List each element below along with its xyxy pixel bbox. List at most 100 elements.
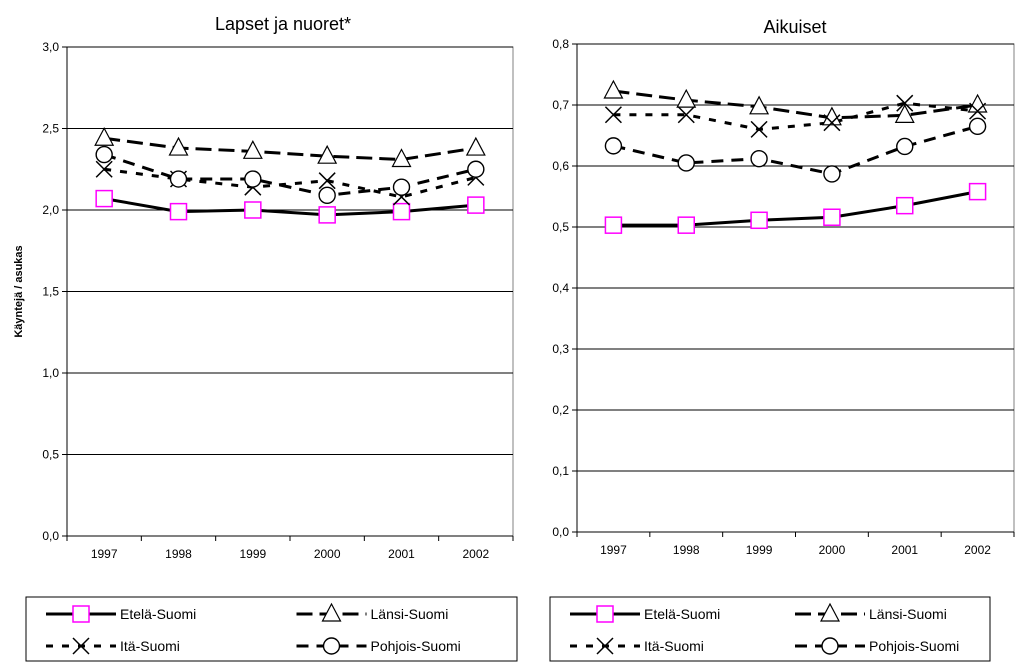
y-axis-label: Käyntejä / asukas <box>13 245 25 337</box>
series-4-point <box>318 186 336 205</box>
series-4-point <box>823 165 841 183</box>
series-1-point <box>823 208 841 226</box>
series-1-point <box>467 196 485 214</box>
series-line-1 <box>613 190 978 227</box>
x-tick-label: 2000 <box>314 547 341 561</box>
legend: Etelä-Suomi Länsi-Suomi Itä-Suomi Pohjois-S… <box>25 596 518 662</box>
legend-marker <box>72 605 90 623</box>
legend-box <box>25 596 518 662</box>
series-2-point <box>821 106 842 126</box>
x-tick-label: 1997 <box>600 543 627 557</box>
legend-label: Länsi-Suomi <box>371 606 449 622</box>
series-1-point <box>677 216 695 234</box>
series-3-point <box>969 102 987 120</box>
series-4-point <box>244 170 262 188</box>
y-tick-label: 0,5 <box>42 448 59 462</box>
series-1-point <box>896 196 914 215</box>
series-1-point <box>169 202 188 221</box>
series-1-point <box>968 182 987 201</box>
chart-title: Lapset ja nuoret* <box>215 14 351 34</box>
series-4-point <box>896 137 914 156</box>
series-4-point <box>968 117 987 136</box>
legend-marker <box>821 637 839 655</box>
x-tick-label: 2002 <box>462 547 489 561</box>
series-3-point <box>604 106 622 124</box>
chart-2: 0,0 0,1 0,2 0,3 0,4 0,5 0,6 0,7 0,8 1997 1998 1999 2… <box>549 17 1015 662</box>
x-tick-label: 2000 <box>819 543 846 557</box>
legend-marker <box>321 602 342 622</box>
x-tick-label: 2001 <box>891 543 918 557</box>
y-tick-label: 0,3 <box>552 342 569 356</box>
legend: Etelä-Suomi Länsi-Suomi Itä-Suomi Pohjois-S… <box>549 596 991 662</box>
x-tick-label: 1998 <box>673 543 700 557</box>
series-2-point <box>676 88 697 108</box>
y-tick-label: 0,5 <box>552 220 569 234</box>
series-line-4 <box>103 153 477 197</box>
x-tick-label: 1999 <box>239 547 266 561</box>
series-2-point <box>168 136 189 156</box>
series-2-point <box>749 95 770 115</box>
series-3-point <box>677 106 695 124</box>
legend-box <box>549 596 991 662</box>
y-tick-label: 0,0 <box>552 525 569 539</box>
legend-label: Itä-Suomi <box>644 638 704 654</box>
series-4-point <box>392 178 411 196</box>
series-3-point <box>896 94 914 112</box>
y-tick-label: 2,5 <box>42 122 59 136</box>
series-3-point <box>318 172 336 190</box>
series-2-point <box>465 136 486 156</box>
series-3-point <box>95 160 113 178</box>
y-tick-label: 0,6 <box>552 159 569 173</box>
legend-label: Pohjois-Suomi <box>869 638 959 654</box>
legend-marker <box>596 637 614 655</box>
x-tick-label: 2002 <box>964 543 991 557</box>
legend-marker <box>596 605 614 623</box>
series-line-3 <box>613 101 978 131</box>
y-tick-label: 0,4 <box>552 281 569 295</box>
legend-label: Länsi-Suomi <box>869 606 947 622</box>
series-4-point <box>169 170 188 188</box>
x-tick-label: 1998 <box>165 547 192 561</box>
y-tick-label: 0,2 <box>552 403 569 417</box>
y-tick-label: 0,1 <box>552 464 569 478</box>
chart-1: 0,0 0,5 1,0 1,5 2,0 2,5 3,0 1997 1998 1999 2000 200… <box>13 14 518 662</box>
series-2-point <box>94 126 115 146</box>
series-2-point <box>967 93 988 113</box>
series-2-point <box>894 104 915 123</box>
series-1-point <box>318 206 336 224</box>
series-line-4 <box>613 124 978 176</box>
series-2-point <box>317 144 338 164</box>
legend-label: Etelä-Suomi <box>120 606 196 622</box>
series-2-point <box>242 140 263 159</box>
chart-title: Aikuiset <box>763 17 826 37</box>
series-line-1 <box>103 197 476 217</box>
y-tick-label: 1,0 <box>42 366 59 380</box>
series-4-point <box>467 160 485 178</box>
y-tick-label: 0,0 <box>42 529 59 543</box>
series-4-point <box>750 149 768 168</box>
series-3-point <box>750 120 768 138</box>
x-tick-label: 1997 <box>91 547 118 561</box>
series-1-point <box>604 216 623 234</box>
legend-label: Itä-Suomi <box>120 638 180 654</box>
series-4-point <box>604 137 623 155</box>
legend-label: Pohjois-Suomi <box>371 638 461 654</box>
legend-label: Etelä-Suomi <box>644 606 720 622</box>
series-2-point <box>603 79 624 99</box>
series-line-2 <box>613 89 978 120</box>
series-1-point <box>392 202 411 221</box>
series-4-point <box>95 145 113 164</box>
legend-marker <box>820 602 840 622</box>
y-tick-label: 1,5 <box>42 285 59 299</box>
x-tick-label: 2001 <box>388 547 415 561</box>
series-line-2 <box>103 136 477 161</box>
legend-marker <box>322 637 341 655</box>
series-2-point <box>391 148 412 168</box>
series-3-point <box>823 114 841 132</box>
legend-marker <box>72 637 90 655</box>
y-tick-label: 2,0 <box>42 203 59 217</box>
x-tick-label: 1999 <box>746 543 773 557</box>
y-tick-label: 0,7 <box>552 98 569 112</box>
series-1-point <box>244 201 262 219</box>
